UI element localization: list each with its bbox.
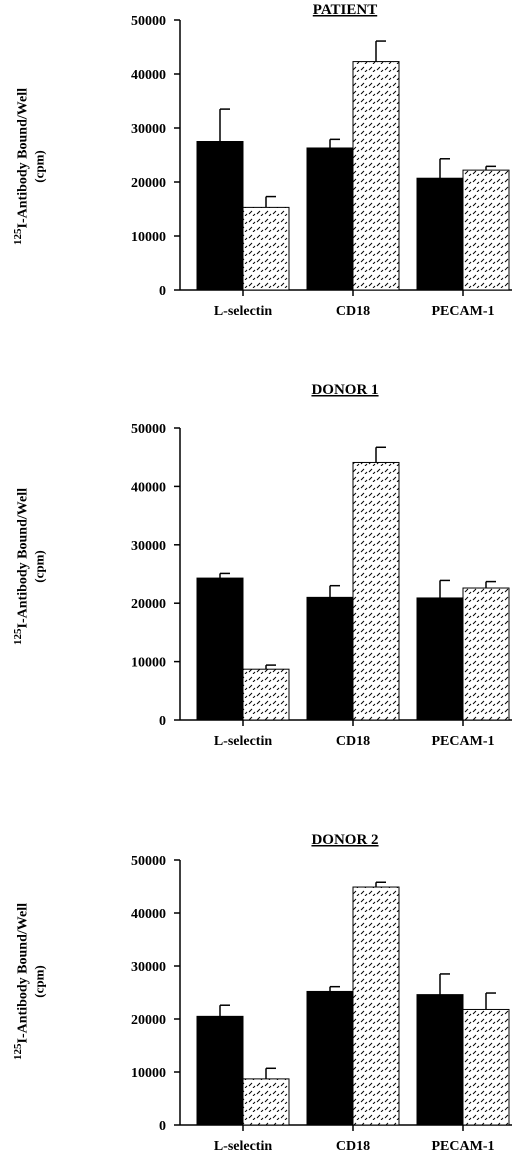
bar-hatched-cd18 (352, 61, 400, 291)
bar-hatched-pecam-1 (462, 169, 510, 291)
y-axis-label-main: I-Antibody Bound/Well (15, 88, 31, 229)
x-category-label: PECAM-1 (432, 1139, 495, 1154)
chart-title: PATIENT (313, 2, 377, 18)
y-axis-label-main: I-Antibody Bound/Well (15, 488, 31, 629)
y-tick-label: 40000 (131, 68, 166, 83)
x-category-label: L-selectin (214, 304, 273, 319)
y-tick-label: 30000 (131, 539, 166, 554)
bar-chart-donor-1: DONOR 1 0 10000 20000 30000 40000 50000 L-selec… (131, 382, 512, 749)
bar-hatched-pecam-1 (462, 587, 510, 721)
bar-solid-pecam-1 (416, 994, 464, 1126)
y-tick-label: 10000 (131, 230, 166, 245)
y-tick-label: 30000 (131, 122, 166, 137)
y-tick-label: 50000 (131, 14, 166, 29)
y-tick-label: 20000 (131, 597, 166, 612)
y-tick-label: 10000 (131, 656, 166, 671)
y-axis-label-unit: (cpm) (31, 550, 47, 583)
bar-chart-patient: PATIENT 0 10000 20000 30000 40000 50000 L-selec… (131, 2, 512, 319)
chart-title: DONOR 1 (311, 382, 378, 398)
y-axis-label-superscript: 125 (11, 628, 24, 645)
y-axis-label-superscript: 125 (11, 1043, 24, 1060)
y-tick-label: 30000 (131, 960, 166, 975)
bar-solid-cd18 (306, 147, 354, 291)
x-category-label: CD18 (336, 734, 370, 749)
y-tick-label: 0 (159, 1119, 166, 1134)
y-tick-label: 0 (159, 714, 166, 729)
chart-panel-patient: 125I-Antibody Bound/Well (cpm) PATIENT 0 1… (0, 0, 520, 360)
x-category-label: PECAM-1 (432, 304, 495, 319)
y-axis-label-superscript: 125 (11, 228, 24, 245)
y-axis-label: 125I-Antibody Bound/Well (cpm) (12, 882, 49, 1082)
bar-hatched-l-selectin (242, 668, 290, 721)
x-category-label: CD18 (336, 304, 370, 319)
bar-solid-pecam-1 (416, 597, 464, 721)
y-tick-label: 40000 (131, 907, 166, 922)
bar-hatched-l-selectin (242, 1078, 290, 1126)
y-axis-label: 125I-Antibody Bound/Well (cpm) (12, 467, 49, 667)
bar-hatched-l-selectin (242, 206, 290, 291)
y-tick-label: 50000 (131, 854, 166, 869)
y-tick-label: 10000 (131, 1066, 166, 1081)
x-category-label: L-selectin (214, 734, 273, 749)
y-tick-label: 20000 (131, 1013, 166, 1028)
bar-hatched-cd18 (352, 886, 400, 1126)
y-axis-label-main: I-Antibody Bound/Well (15, 903, 31, 1044)
bar-solid-l-selectin (196, 141, 244, 291)
y-tick-label: 50000 (131, 422, 166, 437)
bar-solid-cd18 (306, 990, 354, 1126)
bar-solid-cd18 (306, 596, 354, 721)
y-axis-label-unit: (cpm) (31, 965, 47, 998)
bar-hatched-pecam-1 (462, 1008, 510, 1126)
bar-solid-l-selectin (196, 577, 244, 721)
x-category-label: CD18 (336, 1139, 370, 1154)
y-tick-label: 0 (159, 284, 166, 299)
bar-chart-donor-2: DONOR 2 0 10000 20000 30000 40000 50000 L-selec… (131, 832, 512, 1154)
bar-solid-pecam-1 (416, 177, 464, 291)
chart-panel-donor-2: 125I-Antibody Bound/Well (cpm) DONOR 2 0 1… (0, 800, 520, 1160)
bar-solid-l-selectin (196, 1015, 244, 1126)
x-category-label: L-selectin (214, 1139, 273, 1154)
bar-hatched-cd18 (352, 461, 400, 721)
y-axis-label: 125I-Antibody Bound/Well (cpm) (12, 67, 49, 267)
y-tick-label: 40000 (131, 480, 166, 495)
chart-panel-donor-1: 125I-Antibody Bound/Well (cpm) DONOR 1 0 1… (0, 370, 520, 750)
y-tick-label: 20000 (131, 176, 166, 191)
x-category-label: PECAM-1 (432, 734, 495, 749)
chart-title: DONOR 2 (311, 832, 378, 848)
y-axis-label-unit: (cpm) (31, 150, 47, 183)
